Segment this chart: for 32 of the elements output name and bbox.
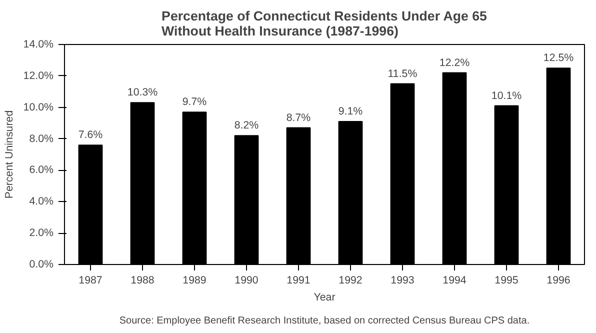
x-tick-label: 1993: [390, 274, 414, 286]
x-tick-label: 1990: [234, 274, 258, 286]
data-label: 9.1%: [338, 106, 364, 118]
data-label: 11.5%: [388, 68, 418, 80]
x-tick-label: 1995: [494, 274, 518, 286]
y-axis-title: Percent Uninsured: [3, 110, 16, 199]
data-label: 8.2%: [234, 120, 260, 132]
y-tick-label: 10.0%: [23, 101, 54, 114]
y-tick-label: 0.0%: [29, 258, 54, 270]
x-tick-label: 1994: [442, 274, 466, 286]
y-tick-label: 6.0%: [29, 164, 54, 176]
data-label: 7.6%: [78, 129, 104, 142]
y-tick-label: 14.0%: [23, 38, 54, 50]
data-label: 10.3%: [127, 86, 158, 99]
source-note: Source: Employee Benefit Research Institute, based on corrected Census Bureau CPS data.: [119, 316, 530, 326]
x-tick-label: 1989: [182, 274, 206, 286]
data-label: 12.2%: [439, 56, 470, 69]
x-axis-title: Year: [314, 292, 336, 304]
x-tick-label: 1988: [130, 274, 154, 286]
y-tick-label: 2.0%: [29, 227, 54, 240]
data-label: 9.7%: [182, 96, 208, 108]
data-label: 12.5%: [543, 52, 574, 64]
chart-title: Percentage of Connecticut Residents Under Age 65 Without Health Insurance (1987-1996): [162, 8, 488, 38]
y-tick-label: 4.0%: [29, 196, 54, 208]
x-tick-label: 1996: [546, 274, 570, 286]
x-tick-label: 1987: [78, 274, 102, 286]
y-tick-label: 8.0%: [29, 132, 54, 145]
data-label: 10.1%: [491, 90, 522, 102]
y-tick-label: 12.0%: [23, 70, 54, 82]
x-tick-label: 1992: [338, 274, 362, 286]
x-tick-label: 1991: [286, 274, 310, 286]
data-label: 8.7%: [286, 112, 312, 124]
